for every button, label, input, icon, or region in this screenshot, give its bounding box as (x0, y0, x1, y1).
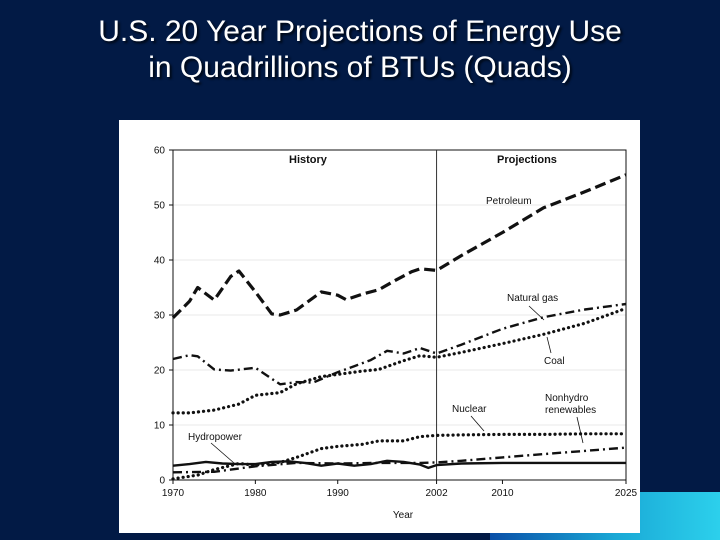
coal-pointer (546, 336, 552, 354)
series-hydropower-line (172, 459, 626, 470)
natural-gas-pointer (528, 305, 545, 321)
nuclear-pointer (470, 415, 485, 432)
y-tick-label: 50 (154, 201, 166, 212)
y-tick-label: 10 (154, 421, 166, 432)
slide-title-line-2: in Quadrillions of BTUs (Quads) (148, 51, 572, 84)
natural-gas-label: Natural gas (507, 293, 558, 304)
series-coal-line (171, 306, 628, 415)
y-tick-label: 40 (154, 256, 166, 267)
slide-title-line-1: U.S. 20 Year Projections of Energy Use (98, 15, 622, 48)
x-tick-label: 1970 (162, 488, 185, 499)
y-tick-label: 60 (154, 146, 166, 157)
x-axis-label: Year (393, 510, 414, 521)
series-natural-gas-line (172, 302, 627, 386)
grid-layer (173, 204, 626, 426)
nonhydro-label-line-1: Nonhydro (545, 393, 589, 404)
x-tick-label: 1980 (244, 488, 267, 499)
hydropower-pointer (210, 442, 235, 464)
hydropower-label: Hydropower (188, 432, 243, 443)
history-label: History (289, 154, 328, 166)
projections-label: Projections (497, 154, 557, 166)
petroleum-label: Petroleum (486, 196, 532, 207)
nuclear-label: Nuclear (452, 404, 487, 415)
y-tick-label: 0 (159, 476, 165, 487)
x-tick-label: 1990 (327, 488, 350, 499)
nonhydro-label-line-2: renewables (545, 405, 596, 416)
coal-label: Coal (544, 356, 565, 367)
slide-title: U.S. 20 Year Projections of Energy Use i… (0, 14, 720, 86)
x-tick-label: 2010 (491, 488, 514, 499)
x-tick-label: 2002 (425, 488, 448, 499)
y-tick-label: 20 (154, 366, 166, 377)
y-tick-label: 30 (154, 311, 166, 322)
energy-projection-chart: 0 10 20 30 40 50 60 1970 1980 1990 2002 2010 2025 Hi… (154, 146, 638, 522)
nonhydro-pointer (576, 416, 584, 444)
x-tick-label: 2025 (615, 488, 638, 499)
series-petroleum-line (171, 173, 627, 319)
axis-layer: 0 10 20 30 40 50 60 1970 1980 1990 2002 2010 2025 (154, 146, 638, 500)
chart-panel: 0 10 20 30 40 50 60 1970 1980 1990 2002 2010 2025 Hi… (119, 120, 640, 533)
series-nonhydro-renewables-line (172, 446, 627, 474)
series-layer (171, 173, 628, 481)
